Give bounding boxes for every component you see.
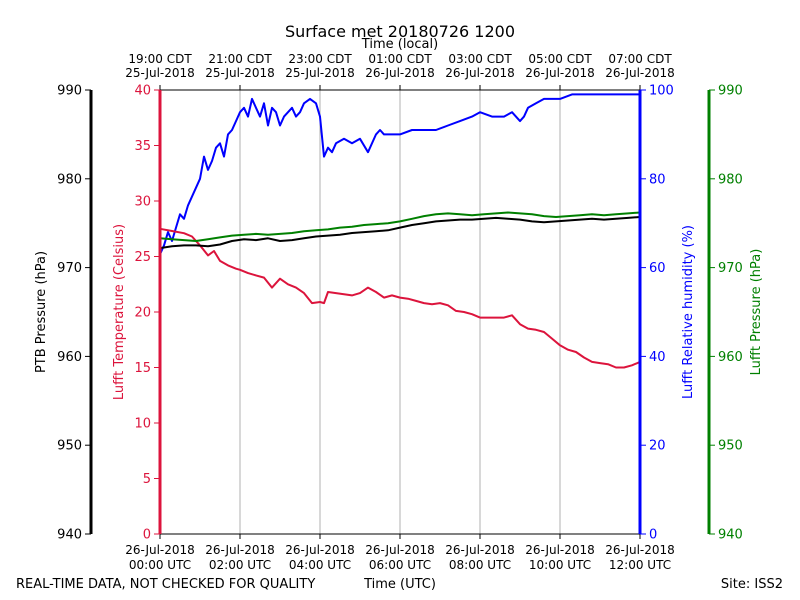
x-tick-label-utc-time: 04:00 UTC bbox=[289, 558, 351, 572]
series-line-lp bbox=[159, 211, 641, 242]
x-tick-label-utc-time: 12:00 UTC bbox=[609, 558, 671, 572]
x-tick-label-utc-time: 02:00 UTC bbox=[209, 558, 271, 572]
x-tick-label-utc-date: 26-Jul-2018 bbox=[365, 543, 435, 557]
x-tick-label-local-time: 19:00 CDT bbox=[128, 52, 192, 66]
y-tick-label-rh: 80 bbox=[649, 172, 666, 187]
series-line-temp bbox=[159, 227, 641, 369]
x-tick-label-local-time: 01:00 CDT bbox=[368, 52, 432, 66]
x-tick-label-utc-time: 08:00 UTC bbox=[449, 558, 511, 572]
y-tick-label-ptb: 980 bbox=[57, 172, 82, 187]
x-tick-label-local-time: 05:00 CDT bbox=[528, 52, 592, 66]
y-tick-label-ptb: 990 bbox=[57, 84, 82, 99]
x-tick-label-local-date: 25-Jul-2018 bbox=[205, 66, 275, 80]
y-tick-label-rh: 0 bbox=[649, 528, 657, 543]
x-tick-label-utc-time: 00:00 UTC bbox=[129, 558, 191, 572]
x-tick-label-local-date: 26-Jul-2018 bbox=[445, 66, 515, 80]
y-tick-label-temp: 30 bbox=[134, 195, 151, 210]
site-label: Site: ISS2 bbox=[721, 577, 783, 592]
y-tick-label-temp: 35 bbox=[134, 139, 151, 154]
top-axis-label: Time (local) bbox=[361, 37, 438, 52]
y-tick-label-ptb: 940 bbox=[57, 528, 82, 543]
quality-disclaimer: REAL-TIME DATA, NOT CHECKED FOR QUALITY bbox=[16, 577, 315, 592]
y-tick-label-temp: 0 bbox=[143, 528, 151, 543]
y-tick-label-lp: 970 bbox=[718, 261, 743, 276]
y-tick-label-temp: 40 bbox=[134, 84, 151, 99]
series-line-rh bbox=[159, 93, 640, 255]
y-tick-label-rh: 40 bbox=[649, 350, 666, 365]
y-tick-label-temp: 5 bbox=[143, 472, 151, 487]
x-tick-label-local-time: 21:00 CDT bbox=[208, 52, 272, 66]
x-tick-label-local-time: 03:00 CDT bbox=[448, 52, 512, 66]
x-tick-label-utc-date: 26-Jul-2018 bbox=[285, 543, 355, 557]
x-tick-label-local-time: 23:00 CDT bbox=[288, 52, 352, 66]
x-axis-label: Time (UTC) bbox=[363, 577, 436, 592]
x-tick-label-utc-time: 10:00 UTC bbox=[529, 558, 591, 572]
x-tick-label-local-date: 25-Jul-2018 bbox=[125, 66, 195, 80]
y-tick-label-ptb: 960 bbox=[57, 350, 82, 365]
y-tick-label-ptb: 950 bbox=[57, 439, 82, 454]
x-tick-label-utc-time: 06:00 UTC bbox=[369, 558, 431, 572]
y-tick-label-temp: 10 bbox=[134, 417, 151, 432]
y-tick-label-temp: 15 bbox=[134, 361, 151, 376]
y-axis-label-rh: Lufft Relative humidity (%) bbox=[681, 225, 696, 399]
y-tick-label-lp: 940 bbox=[718, 528, 743, 543]
y-tick-label-temp: 20 bbox=[134, 306, 151, 321]
x-tick-label-local-date: 26-Jul-2018 bbox=[525, 66, 595, 80]
y-tick-label-lp: 980 bbox=[718, 172, 743, 187]
x-tick-label-local-date: 25-Jul-2018 bbox=[285, 66, 355, 80]
series-line-ptb bbox=[159, 216, 641, 250]
y-tick-label-lp: 950 bbox=[718, 439, 743, 454]
y-tick-label-ptb: 970 bbox=[57, 261, 82, 276]
y-tick-label-rh: 60 bbox=[649, 261, 666, 276]
y-tick-label-rh: 100 bbox=[649, 84, 674, 99]
y-tick-label-lp: 960 bbox=[718, 350, 743, 365]
y-tick-label-rh: 20 bbox=[649, 439, 666, 454]
x-tick-label-local-date: 26-Jul-2018 bbox=[365, 66, 435, 80]
x-tick-label-utc-date: 26-Jul-2018 bbox=[525, 543, 595, 557]
y-tick-label-lp: 990 bbox=[718, 84, 743, 99]
x-tick-label-utc-date: 26-Jul-2018 bbox=[605, 543, 675, 557]
x-tick-label-local-time: 07:00 CDT bbox=[608, 52, 672, 66]
y-axis-label-ptb: PTB Pressure (hPa) bbox=[34, 251, 49, 373]
chart-title: Surface met 20180726 1200 bbox=[285, 22, 515, 41]
x-tick-label-local-date: 26-Jul-2018 bbox=[605, 66, 675, 80]
y-axis-label-temp: Lufft Temperature (Celsius) bbox=[112, 224, 127, 400]
x-tick-label-utc-date: 26-Jul-2018 bbox=[125, 543, 195, 557]
y-tick-label-temp: 25 bbox=[134, 250, 151, 265]
y-axis-label-lp: Lufft Pressure (hPa) bbox=[749, 249, 764, 376]
x-tick-label-utc-date: 26-Jul-2018 bbox=[205, 543, 275, 557]
x-tick-label-utc-date: 26-Jul-2018 bbox=[445, 543, 515, 557]
